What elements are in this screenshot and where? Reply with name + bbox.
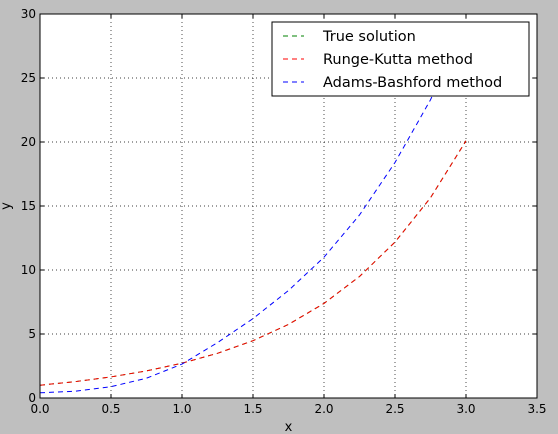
x-tick-label: 1.0: [172, 402, 191, 416]
series-lines: [39, 84, 467, 394]
legend-label-1: True solution: [322, 29, 416, 45]
x-tick-label: 0.0: [30, 402, 49, 416]
x-tick-label: 3.5: [527, 402, 546, 416]
y-tick-label: 15: [21, 199, 36, 213]
y-tick-label: 10: [21, 263, 36, 277]
tick-labels: 0.0 0.5 1.0 1.5 2.0 2.5 3.0 3.5 0 5 10 15 20 25 30: [21, 7, 547, 416]
x-tick-label: 0.5: [101, 402, 120, 416]
y-tick-label: 30: [21, 7, 36, 21]
y-axis-label: y: [0, 202, 14, 210]
x-tick-label: 1.5: [243, 402, 262, 416]
legend-label-3: Adams-Bashford method: [323, 75, 502, 91]
x-tick-label: 2.5: [385, 402, 404, 416]
x-axis-label: x: [285, 420, 293, 434]
y-tick-label: 0: [28, 391, 36, 405]
x-tick-label: 2.0: [314, 402, 333, 416]
series-line-2: [39, 140, 467, 386]
legend: True solution Runge-Kutta method Adams-Bas…: [271, 21, 530, 97]
axis-ticks: [39, 13, 538, 399]
series-line-3: [39, 84, 439, 394]
y-tick-label: 5: [28, 327, 36, 341]
legend-label-2: Runge-Kutta method: [323, 52, 473, 68]
y-tick-label: 20: [21, 135, 36, 149]
y-tick-label: 25: [21, 71, 36, 85]
legend-box: [271, 21, 530, 97]
x-tick-label: 3.0: [456, 402, 475, 416]
